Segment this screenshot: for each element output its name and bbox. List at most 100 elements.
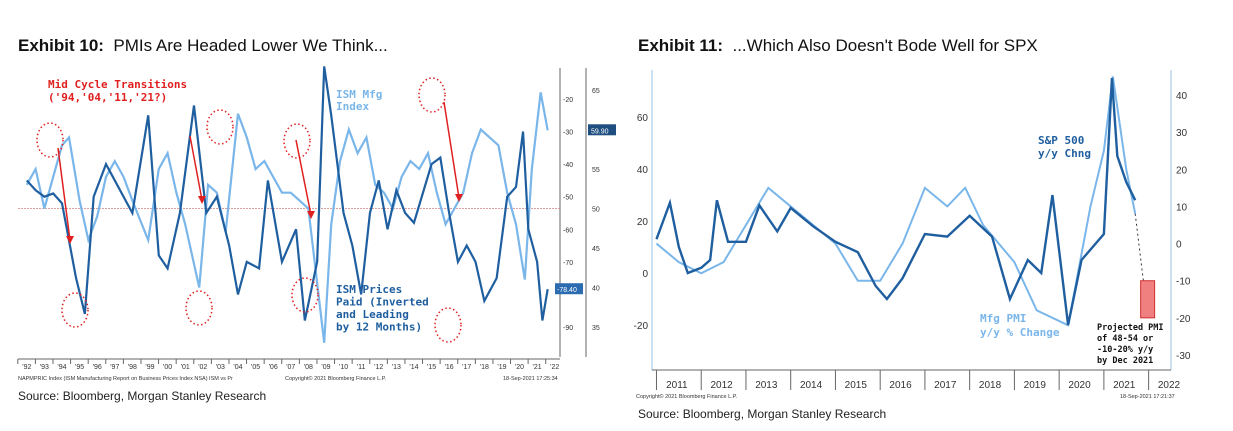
exhibit-10-title: Exhibit 10: PMIs Are Headed Lower We Thi… [18,36,388,55]
x-tick-label: '14 [409,364,418,371]
dashed-circle-highlight [61,292,89,328]
right-y-tick-label: 20 [1176,165,1188,176]
x-tick-label: '02 [198,364,207,371]
dashed-circle-highlight [418,77,446,113]
dashed-circle-highlight [206,109,234,145]
left-y-tick-label: -20 [634,321,649,332]
chart-1-copyright: Copyright© 2021 Bloomberg Finance L.P. [285,375,387,382]
projection-label: of 48-54 or [1097,334,1153,344]
prices-paid-line [25,66,549,321]
chart-1-timestamp: 18-Sep-2021 17:25:34 [503,376,558,382]
outer-y-tick-label: 35 [592,325,600,332]
x-tick-label: '94 [57,364,66,371]
mfg-pmi-yoy-line [655,76,1137,327]
ism-label: Index [336,100,369,113]
x-tick-label: '97 [110,364,119,371]
x-tick-label: '21 [533,364,542,371]
x-tick-label: '09 [321,364,330,371]
arrowhead [66,236,74,244]
dashed-circle-highlight [283,123,311,159]
arrowhead [198,196,206,204]
red-arrow [295,139,312,216]
x-tick-label: '20 [515,364,524,371]
dashed-circle-highlight [36,122,64,158]
x-tick-label: '08 [304,364,313,371]
pmi-label: y/y % Change [980,326,1060,339]
outer-y-tick-label: 45 [592,246,600,253]
x-tick-label: '04 [233,364,242,371]
right-y-tick-label: 30 [1176,128,1188,139]
exhibit-11-title: Exhibit 11: ...Which Also Doesn't Bode W… [638,36,1038,55]
prices-paid-label: by 12 Months) [336,321,422,334]
inner-y-tick-label: -40 [563,162,573,169]
right-y-tick-label: 40 [1176,91,1188,102]
red-arrow [443,101,460,199]
prices-paid-label: ISM Prices [336,283,402,296]
prices-paid-label: Paid (Inverted [336,296,429,309]
right-y-tick-label: -30 [1176,351,1191,362]
x-tick-label: '12 [374,364,383,371]
left-y-tick-label: 40 [637,165,649,176]
x-tick-label: '99 [145,364,154,371]
x-tick-label: '05 [251,364,260,371]
inner-y-tick-label: -70 [563,260,573,267]
exhibit-10-source: Source: Bloomberg, Morgan Stanley Resear… [18,389,267,403]
x-tick-label: '06 [269,364,278,371]
right-y-tick-label: -10 [1176,277,1191,288]
projection-label: Projected PMI [1097,322,1164,333]
prices-last-value-tag [555,283,583,295]
x-tick-label: '07 [286,364,295,371]
chart-2-timestamp: 18-Sep-2021 17:21:37 [1120,394,1175,400]
spx-label: y/y Chng [1038,147,1091,160]
x-tick-label: '96 [93,364,102,371]
projection-label: by Dec 2021 [1097,356,1153,366]
x-tick-label: 2022 [1158,380,1181,391]
x-tick-label: 2014 [800,380,823,391]
outer-y-tick-label: 55 [592,167,600,174]
annotation-transition-years: ('94,'04,'11,'21?) [48,91,167,104]
chart-1-footer-left: NAPMPRIC Index (ISM Manufacturing Report… [18,376,233,382]
x-tick-label: '10 [339,364,348,371]
projection-box [1140,280,1156,319]
x-tick-label: '15 [427,364,436,371]
left-y-tick-label: 0 [642,269,648,280]
x-tick-label: '03 [216,364,225,371]
spx-label: S&P 500 [1038,134,1084,147]
x-tick-label: 2017 [934,380,957,391]
x-tick-label: 2016 [889,380,912,391]
x-tick-label: '17 [462,364,471,371]
x-tick-label: '98 [128,364,137,371]
dashed-circle-highlight [434,307,462,343]
inner-y-tick-label: -60 [563,227,573,234]
prices-last-value: -78.40 [557,287,577,294]
x-tick-label: 2015 [845,380,868,391]
x-tick-label: '95 [75,364,84,371]
right-y-tick-label: -20 [1176,314,1191,325]
red-arrow [57,147,71,241]
annotation-transitions: Mid Cycle Transitions [48,78,187,91]
x-tick-label: '00 [163,364,172,371]
chart-2-copyright: Copyright© 2021 Bloomberg Finance L.P. [636,393,738,400]
x-tick-label: '92 [22,364,31,371]
arrowhead [307,211,315,219]
exhibit-11-source: Source: Bloomberg, Morgan Stanley Resear… [638,407,887,421]
x-tick-label: '11 [357,364,366,371]
red-arrow [189,135,203,201]
x-tick-label: '93 [40,364,49,371]
inner-y-tick-label: -50 [563,195,573,202]
x-tick-label: '16 [445,364,454,371]
ism-label: ISM Mfg [336,88,382,101]
outer-y-tick-label: 65 [592,88,600,95]
inner-y-tick-label: -20 [563,97,573,104]
dashed-circle-highlight [185,290,213,326]
x-tick-label: 2013 [755,380,778,391]
x-tick-label: 2019 [1024,380,1047,391]
projection-label: -10-20% y/y [1097,345,1153,355]
ism-last-value: 59.90 [591,128,609,135]
x-tick-label: '19 [497,364,506,371]
inner-y-tick-label: -90 [563,325,573,332]
ism-mfg-line [25,92,549,343]
outer-y-tick-label: 40 [592,286,600,293]
x-tick-label: '18 [480,364,489,371]
